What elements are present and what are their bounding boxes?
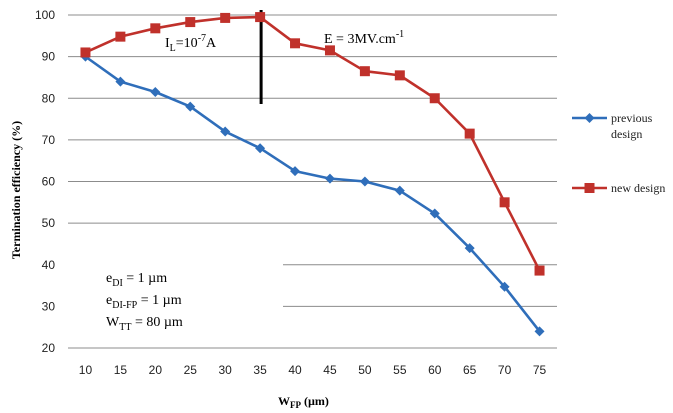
point-new-design-10 bbox=[80, 47, 91, 58]
point-previous-design-65 bbox=[464, 243, 475, 254]
point-new-design-70 bbox=[499, 197, 510, 208]
x-tick-15: 15 bbox=[114, 363, 128, 377]
y-tick-40: 40 bbox=[42, 258, 56, 272]
x-tick-30: 30 bbox=[218, 363, 232, 377]
x-axis-title-main: W bbox=[278, 394, 290, 408]
legend-label-new-design-0: new design bbox=[611, 181, 665, 195]
y-tick-20: 20 bbox=[42, 341, 56, 355]
point-new-design-60 bbox=[429, 93, 440, 104]
x-tick-20: 20 bbox=[149, 363, 163, 377]
point-new-design-25 bbox=[185, 17, 196, 28]
point-previous-design-20 bbox=[150, 87, 161, 98]
y-tick-labels: 20 30 40 50 60 70 80 90 100 bbox=[35, 8, 55, 355]
point-new-design-20 bbox=[150, 23, 161, 34]
y-tick-90: 90 bbox=[42, 50, 56, 64]
point-new-design-35 bbox=[255, 12, 266, 23]
point-previous-design-30 bbox=[220, 126, 231, 137]
x-tick-10: 10 bbox=[79, 363, 93, 377]
point-previous-design-50 bbox=[359, 176, 370, 187]
legend-marker-new-design bbox=[584, 183, 595, 193]
x-tick-75: 75 bbox=[533, 363, 547, 377]
point-new-design-40 bbox=[290, 38, 301, 49]
point-previous-design-60 bbox=[429, 208, 440, 219]
x-tick-labels: 10 15 20 25 30 35 40 45 50 55 60 65 70 75 bbox=[79, 363, 547, 377]
series-group bbox=[80, 12, 545, 337]
x-tick-65: 65 bbox=[463, 363, 477, 377]
legend-marker-previous-design bbox=[584, 113, 595, 123]
y-axis-title: Termination efficiency (%) bbox=[9, 121, 23, 259]
y-tick-30: 30 bbox=[42, 299, 56, 313]
x-tick-40: 40 bbox=[288, 363, 302, 377]
x-tick-35: 35 bbox=[253, 363, 267, 377]
annotation-e-field: E = 3MV.cm-1 bbox=[324, 29, 404, 47]
annotation-edi: eDI = 1 µm bbox=[106, 271, 167, 289]
point-previous-design-55 bbox=[394, 185, 405, 196]
x-tick-55: 55 bbox=[393, 363, 407, 377]
gridlines bbox=[68, 14, 557, 349]
point-previous-design-45 bbox=[324, 173, 335, 184]
annotation-wtt: WTT = 80 µm bbox=[106, 315, 183, 333]
point-new-design-45 bbox=[324, 45, 335, 56]
point-previous-design-35 bbox=[255, 143, 266, 154]
x-tick-50: 50 bbox=[358, 363, 372, 377]
y-tick-70: 70 bbox=[42, 133, 56, 147]
y-tick-80: 80 bbox=[42, 91, 56, 105]
annotation-il: IL=10-7A bbox=[165, 33, 217, 54]
x-tick-70: 70 bbox=[498, 363, 512, 377]
y-tick-100: 100 bbox=[35, 8, 55, 22]
point-previous-design-25 bbox=[185, 101, 196, 112]
point-new-design-30 bbox=[220, 12, 231, 23]
point-new-design-15 bbox=[115, 31, 126, 42]
legend-label-previous-design-0: previous bbox=[611, 111, 653, 125]
point-new-design-65 bbox=[464, 128, 475, 139]
point-new-design-75 bbox=[534, 265, 545, 276]
point-previous-design-15 bbox=[115, 76, 126, 87]
x-tick-45: 45 bbox=[323, 363, 337, 377]
series-line-previous-design bbox=[84, 55, 541, 333]
y-tick-60: 60 bbox=[42, 175, 56, 189]
y-tick-50: 50 bbox=[42, 216, 56, 230]
x-tick-25: 25 bbox=[184, 363, 198, 377]
x-axis-title: WFP (µm) bbox=[278, 394, 329, 410]
legend-label-previous-design-1: design bbox=[611, 127, 642, 141]
point-previous-design-75 bbox=[534, 326, 545, 337]
series-line-new-design bbox=[84, 15, 541, 272]
annotation-edifp: eDI-FP = 1 µm bbox=[106, 293, 182, 311]
x-axis-title-sub: FP bbox=[290, 400, 301, 410]
legend: previous design new design bbox=[572, 111, 665, 195]
point-previous-design-40 bbox=[290, 166, 301, 177]
point-new-design-50 bbox=[359, 66, 370, 77]
x-tick-60: 60 bbox=[428, 363, 442, 377]
point-new-design-55 bbox=[394, 70, 405, 81]
x-axis-title-unit: (µm) bbox=[301, 394, 329, 408]
point-previous-design-70 bbox=[499, 281, 510, 292]
